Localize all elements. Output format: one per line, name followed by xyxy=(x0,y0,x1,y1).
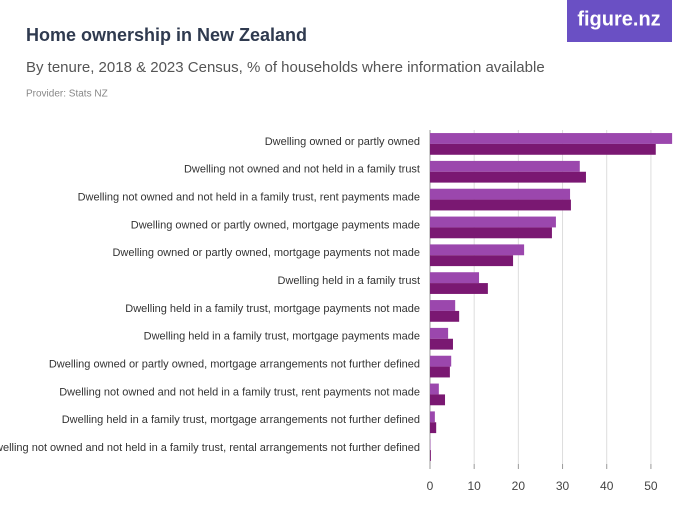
y-tick-label: Dwelling held in a family trust, mortgag… xyxy=(125,303,420,315)
y-tick-label: Dwelling not owned and not held in a fam… xyxy=(0,442,420,454)
bar xyxy=(430,188,571,200)
bar xyxy=(430,244,525,256)
bar xyxy=(430,394,446,406)
bar xyxy=(430,327,449,339)
y-tick-label: Dwelling owned or partly owned, mortgage… xyxy=(112,247,420,259)
bar xyxy=(430,171,586,183)
y-tick-label: Dwelling held in a family trust, mortgag… xyxy=(144,331,420,343)
bar xyxy=(430,133,673,144)
bar xyxy=(430,255,514,267)
bar xyxy=(430,422,437,434)
y-tick-label: Dwelling not owned and not held in a fam… xyxy=(59,386,420,398)
bar xyxy=(430,310,460,322)
y-tick-label: Dwelling held in a family trust, mortgag… xyxy=(62,414,420,426)
x-tick-label: 20 xyxy=(512,479,526,493)
bar xyxy=(430,199,571,211)
bar xyxy=(430,160,580,172)
x-tick-label: 40 xyxy=(600,479,614,493)
bar xyxy=(430,366,450,378)
x-tick-label: 50 xyxy=(644,479,658,493)
bar xyxy=(430,355,452,367)
bar xyxy=(430,283,488,294)
bar xyxy=(430,383,439,395)
bar xyxy=(430,227,552,239)
y-tick-label: Dwelling held in a family trust xyxy=(278,275,420,287)
y-tick-label: Dwelling owned or partly owned, mortgage… xyxy=(49,358,420,370)
bar xyxy=(430,216,556,228)
y-tick-label: Dwelling owned or partly owned xyxy=(265,136,420,148)
chart-subtitle: By tenure, 2018 & 2023 Census, % of hous… xyxy=(26,59,545,76)
logo-box xyxy=(567,0,672,42)
bar xyxy=(430,300,456,311)
y-tick-label: Dwelling not owned and not held in a fam… xyxy=(184,164,420,176)
bar xyxy=(430,272,480,284)
y-tick-label: Dwelling owned or partly owned, mortgage… xyxy=(131,219,420,231)
bar xyxy=(430,450,431,461)
chart-title: Home ownership in New Zealand xyxy=(26,25,307,45)
bar xyxy=(430,338,453,350)
x-tick-label: 0 xyxy=(427,479,434,493)
y-tick-label: Dwelling not owned and not held in a fam… xyxy=(78,191,420,203)
source: Provider: Stats NZ xyxy=(26,89,108,100)
bar xyxy=(430,143,656,155)
bar xyxy=(430,411,435,423)
logo: figure.nz xyxy=(577,8,660,30)
x-tick-label: 30 xyxy=(556,479,570,493)
x-tick-label: 10 xyxy=(468,479,482,493)
